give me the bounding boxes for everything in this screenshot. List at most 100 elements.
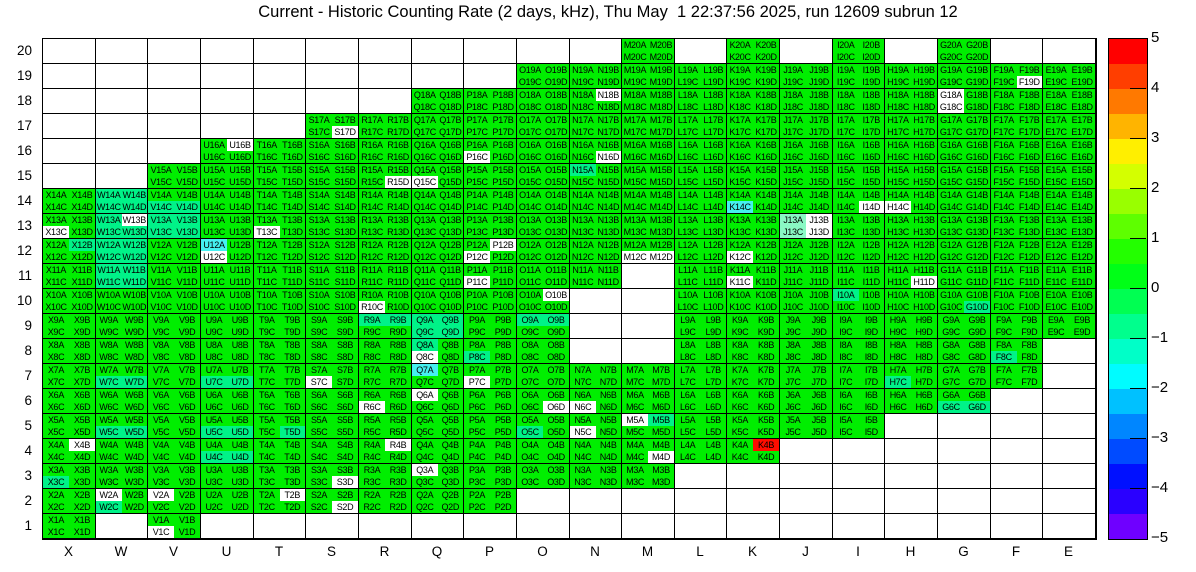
quadrant-label: Q13C xyxy=(413,226,437,237)
cell-E2-empty xyxy=(1043,489,1096,514)
quadrant-label: G7C xyxy=(942,376,960,387)
quadrant-O7D: O7D xyxy=(543,376,569,388)
quadrant-label: I6C xyxy=(839,401,853,412)
quadrant-F19C: F19C xyxy=(991,76,1017,88)
quadrant-I9C: I9C xyxy=(833,326,859,338)
quadrant-label: V1A xyxy=(152,514,170,525)
cell-N20-empty xyxy=(570,39,622,64)
quadrant-label: K14D xyxy=(755,201,777,212)
quadrant-label: G17B xyxy=(966,114,988,125)
quadrant-W13A: W13A xyxy=(96,214,122,226)
quadrant-S14C: S14C xyxy=(306,201,332,213)
cell-I10: I10A I10B I10C I10D xyxy=(833,289,885,314)
quadrant-label: P4B xyxy=(494,439,512,450)
quadrant-label: H8D xyxy=(915,351,933,362)
quadrant-label: W10B xyxy=(122,289,147,300)
quadrant-I15C: I15C xyxy=(833,176,859,188)
quadrant-E16C: E16C xyxy=(1043,151,1069,163)
quadrant-M7A: M7A xyxy=(622,364,648,376)
quadrant-N15D: N15D xyxy=(595,176,621,188)
quadrant-label: W9B xyxy=(124,314,144,325)
quadrant-U15B: U15B xyxy=(227,164,253,176)
quadrant-F14D: F14D xyxy=(1016,201,1042,213)
quadrant-U13B: U13B xyxy=(227,214,253,226)
quadrant-Q4A: Q4A xyxy=(412,439,438,451)
quadrant-label: G7B xyxy=(968,364,986,375)
quadrant-label: T6C xyxy=(258,401,275,412)
cell-G19: G19A G19B G19C G19D xyxy=(938,64,991,89)
quadrant-label: S2A xyxy=(310,489,328,500)
quadrant-label: Q7D xyxy=(441,376,460,387)
quadrant-F11B: F11B xyxy=(1016,264,1042,276)
colorbar-tick-mark xyxy=(1130,488,1146,489)
cell-U14: U14A U14B U14C U14D xyxy=(201,189,254,214)
quadrant-P5D: P5D xyxy=(490,426,516,438)
quadrant-K18C: K18C xyxy=(727,101,753,113)
quadrant-N11C: N11C xyxy=(570,276,596,288)
quadrant-P6B: P6B xyxy=(490,389,516,401)
quadrant-label: W7C xyxy=(99,376,119,387)
cell-S4: S4A S4B S4C S4D xyxy=(306,439,359,464)
quadrant-label: E9A xyxy=(1047,314,1065,325)
quadrant-label: G20C xyxy=(939,51,963,62)
quadrant-P7B: P7B xyxy=(490,364,516,376)
quadrant-I18D: I18D xyxy=(858,101,884,113)
quadrant-K17C: K17C xyxy=(727,126,753,138)
quadrant-E16A: E16A xyxy=(1043,139,1069,151)
quadrant-H17C: H17C xyxy=(885,126,911,138)
quadrant-U7C: U7C xyxy=(201,376,227,388)
quadrant-label: N4A xyxy=(574,439,592,450)
cell-X6: X6A X6B X6C X6D xyxy=(43,389,96,414)
cell-R14: R14A R14B R14C R14D xyxy=(359,189,412,214)
quadrant-label: P13D xyxy=(492,226,514,237)
quadrant-label: Q7C xyxy=(415,376,434,387)
quadrant-label: I13B xyxy=(862,214,881,225)
cell-M10-empty xyxy=(622,289,675,314)
cell-J8: J8A J8B J8C J8D xyxy=(780,339,833,364)
quadrant-R9A: R9A xyxy=(359,314,385,326)
quadrant-label: I18A xyxy=(837,89,855,100)
quadrant-label: Q7B xyxy=(441,364,459,375)
cell-O13: O13A O13B O13C O13D xyxy=(517,214,570,239)
quadrant-label: N13A xyxy=(572,214,594,225)
quadrant-label: R10D xyxy=(387,301,409,312)
quadrant-label: P9B xyxy=(494,314,512,325)
quadrant-X10B: X10B xyxy=(69,289,95,301)
quadrant-E12D: E12D xyxy=(1069,251,1095,263)
quadrant-I10D: I10D xyxy=(858,301,884,313)
cell-I1-empty xyxy=(833,514,885,539)
cell-U11: U11A U11B U11C U11D xyxy=(201,264,254,289)
quadrant-label: N3B xyxy=(599,464,617,475)
quadrant-Q12A: Q12A xyxy=(412,239,438,251)
quadrant-label: Q13B xyxy=(439,214,462,225)
quadrant-label: O7A xyxy=(521,364,539,375)
quadrant-R4D: R4D xyxy=(385,451,411,463)
quadrant-label: R12C xyxy=(361,251,383,262)
quadrant-G18D: G18D xyxy=(964,101,990,113)
quadrant-label: K11B xyxy=(755,264,777,275)
quadrant-label: F12C xyxy=(993,251,1015,262)
quadrant-label: I15B xyxy=(862,164,881,175)
quadrant-T13B: T13B xyxy=(279,214,305,226)
quadrant-Q7C: Q7C xyxy=(412,376,438,388)
quadrant-W11D: W11D xyxy=(121,276,147,288)
quadrant-O3B: O3B xyxy=(543,464,569,476)
cell-W10: W10A W10B W10C W10D xyxy=(96,289,148,314)
quadrant-label: T11D xyxy=(282,276,303,287)
quadrant-T13C: T13C xyxy=(254,226,280,238)
quadrant-label: H17D xyxy=(913,126,935,137)
quadrant-X14B: X14B xyxy=(69,189,95,201)
quadrant-label: I8A xyxy=(839,339,853,350)
quadrant-T15B: T15B xyxy=(279,164,305,176)
quadrant-label: G6C xyxy=(942,401,960,412)
cell-N13: N13A N13B N13C N13D xyxy=(570,214,622,239)
quadrant-label: F12A xyxy=(993,239,1015,250)
quadrant-label: S6B xyxy=(336,389,354,400)
quadrant-label: J13D xyxy=(809,226,829,237)
quadrant-label: Q4B xyxy=(441,439,459,450)
quadrant-O10A: O10A xyxy=(517,289,543,301)
quadrant-label: J5B xyxy=(811,414,827,425)
quadrant-label: E9D xyxy=(1073,326,1091,337)
quadrant-J16A: J16A xyxy=(780,139,806,151)
cell-F14: F14A F14B F14C F14D xyxy=(991,189,1043,214)
